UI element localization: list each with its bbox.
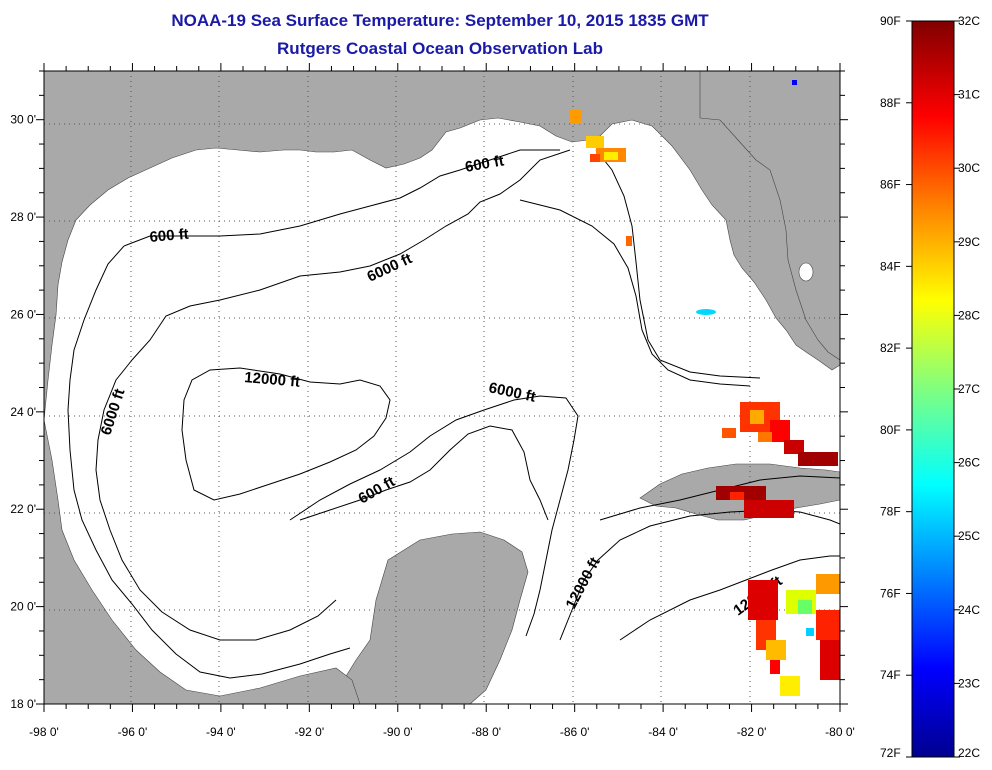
yucatan-peninsula [339,531,529,704]
axis-ticks [36,63,848,712]
colorbar-f-label: 76F [880,586,901,600]
colorbar-f-label: 90F [880,14,901,28]
contour-6000ft [95,149,571,641]
contour-florida-shelf [595,149,761,379]
colorbar-f-label: 84F [880,259,901,273]
colorbar-c-label: 26C [958,456,980,470]
colorbar-gradient [911,20,955,758]
x-tick-label: -80 0' [825,725,855,739]
colorbar-c-label: 29C [958,235,980,249]
colorbar-f-label: 82F [880,341,901,355]
x-tick-label: -86 0' [560,725,590,739]
contour-12000ft-east [559,509,840,641]
colorbar-c-label: 32C [958,14,980,28]
x-tick-label: -96 0' [118,725,148,739]
x-tick-label: -82 0' [737,725,767,739]
colorbar-f-label: 88F [880,96,901,110]
y-tick-label: 28 0' [10,210,36,224]
x-tick-label: -90 0' [383,725,413,739]
colorbar-c-label: 28C [958,308,980,322]
contour-12000ft-se [619,555,840,641]
colorbar-c-label: 30C [958,161,980,175]
colorbar-c-label: 31C [958,88,980,102]
contour-label-600ft-north: 600 ft [464,152,506,176]
sst-patch-blue [792,80,797,85]
sst-patch-florida-keys [722,402,838,466]
colorbar: 90F 88F 86F 84F 82F 80F 78F 76F 74F 72F 32C 31C 30C… [880,14,980,760]
sst-patch-apalachicola [570,110,632,246]
x-tick-label: -88 0' [471,725,501,739]
sst-patch-cuba-north [716,486,794,518]
colorbar-f-label: 74F [880,668,901,682]
sst-patch-cyan [696,309,716,315]
colorbar-f-label: 80F [880,423,901,437]
contour-label-12000ft-center: 12000 ft [244,369,301,391]
map-subtitle: Rutgers Coastal Ocean Observation Lab [277,39,603,58]
bathymetry-contours [67,149,840,679]
y-tick-label: 18 0' [10,697,36,711]
florida-peninsula [699,71,840,361]
colorbar-c-label: 27C [958,382,980,396]
x-tick-label: -92 0' [295,725,325,739]
sst-patch-caribbean [748,574,840,696]
lake-okeechobee [798,262,814,282]
colorbar-c-label: 23C [958,676,980,690]
x-tick-label: -98 0' [29,725,59,739]
colorbar-c-label: 24C [958,603,980,617]
contour-600ft [67,149,560,679]
colorbar-f-label: 78F [880,505,901,519]
colorbar-c-labels: 32C 31C 30C 29C 28C 27C 26C 25C 24C 23C 22C [954,14,980,760]
contour-6000ft-east [519,199,751,387]
contour-label-600ft-west: 600 ft [149,226,190,246]
y-tick-label: 20 0' [10,600,36,614]
colorbar-c-label: 25C [958,529,980,543]
y-tick-label: 24 0' [10,405,36,419]
mexico-landmass [44,419,361,704]
sst-patches [570,80,840,696]
y-axis-labels: 30 0' 28 0' 26 0' 24 0' 22 0' 20 0' 18 0' [10,113,36,711]
colorbar-c-label: 22C [958,746,980,760]
contour-12000ft [181,367,391,501]
y-tick-label: 22 0' [10,502,36,516]
x-tick-label: -84 0' [648,725,678,739]
map-title: NOAA-19 Sea Surface Temperature: Septemb… [171,11,709,30]
graticule [44,71,840,704]
y-tick-label: 26 0' [10,307,36,321]
y-tick-label: 30 0' [10,113,36,127]
colorbar-f-labels: 90F 88F 86F 84F 82F 80F 78F 76F 74F 72F [880,14,912,760]
x-tick-label: -94 0' [206,725,236,739]
contour-600ft-south [299,425,549,521]
x-axis-labels: -98 0' -96 0' -94 0' -92 0' -90 0' -88 0' -86 … [29,725,855,739]
colorbar-f-label: 86F [880,178,901,192]
colorbar-f-label: 72F [880,746,901,760]
contour-6000ft-center [289,395,579,637]
